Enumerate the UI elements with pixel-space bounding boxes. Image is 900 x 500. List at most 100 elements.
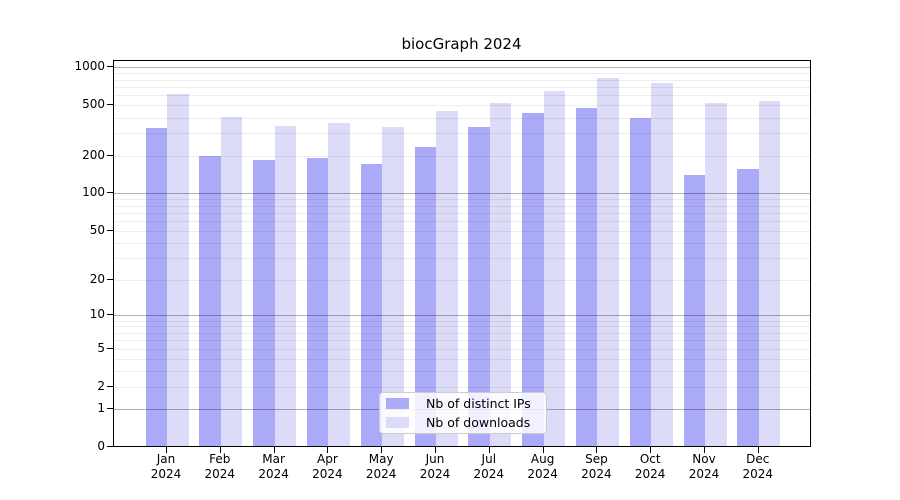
bar-downloads — [167, 94, 189, 446]
gridline-minor — [114, 199, 810, 201]
legend: Nb of distinct IPs Nb of downloads — [379, 392, 547, 434]
bar-downloads — [651, 83, 673, 446]
bar-downloads — [274, 125, 297, 446]
bar-distinct-ips — [522, 113, 544, 446]
grid-layer — [114, 61, 810, 446]
legend-label: Nb of downloads — [426, 414, 531, 430]
legend-item: Nb of distinct IPs — [386, 395, 540, 411]
x-tick-month: Apr — [317, 452, 338, 466]
y-tick-label: 200 — [82, 147, 105, 162]
x-tick-label: Sep 2024 — [564, 452, 628, 482]
gridline-minor — [114, 73, 810, 75]
x-tick-month: Sep — [585, 452, 608, 466]
bar-downloads — [597, 77, 619, 446]
y-tick-mark — [107, 408, 113, 409]
bar-distinct-ips — [468, 126, 490, 446]
x-tick-mark — [166, 447, 167, 453]
bar-distinct-ips — [306, 157, 329, 446]
y-tick-mark — [107, 230, 113, 231]
gridline-minor — [114, 340, 810, 342]
x-tick-mark — [543, 447, 544, 453]
bar-distinct-ips — [629, 117, 652, 446]
gridline-minor — [114, 279, 810, 281]
gridline-minor — [114, 87, 810, 89]
y-tick-label: 2 — [97, 378, 105, 393]
legend-swatch-downloads — [386, 417, 409, 428]
x-tick-label: Dec 2024 — [726, 452, 790, 482]
y-tick-label: 1000 — [74, 59, 105, 74]
y-tick-label: 500 — [82, 97, 105, 112]
x-tick-month: Jun — [425, 452, 445, 466]
x-tick-year: 2024 — [419, 467, 451, 481]
x-tick-month: Jul — [481, 452, 497, 466]
gridline-major — [114, 67, 810, 69]
gridline-minor — [114, 386, 810, 388]
x-tick-month: Nov — [692, 452, 716, 466]
x-tick-mark — [758, 447, 759, 453]
gridline-minor — [114, 332, 810, 334]
y-tick-mark — [107, 104, 113, 105]
gridline-major — [114, 315, 810, 317]
y-tick-label: 5 — [97, 340, 105, 355]
x-tick-month: Dec — [746, 452, 770, 466]
gridline-minor — [114, 95, 810, 97]
bars-layer — [114, 61, 810, 446]
bar-distinct-ips — [199, 155, 221, 446]
gridline-minor — [114, 348, 810, 350]
x-tick-mark — [327, 447, 328, 453]
bar-distinct-ips — [737, 168, 759, 446]
bar-downloads — [220, 116, 243, 446]
bar-distinct-ips — [575, 108, 598, 446]
gridline-minor — [114, 320, 810, 322]
legend-swatch-distinct-ips — [386, 398, 409, 409]
y-tick-mark — [107, 314, 113, 315]
x-tick-year: 2024 — [581, 467, 612, 481]
y-tick-label: 1 — [97, 400, 105, 415]
bar-distinct-ips — [253, 160, 275, 446]
legend-label: Nb of distinct IPs — [426, 395, 531, 411]
x-tick-year: 2024 — [365, 467, 397, 481]
x-tick-year: 2024 — [204, 467, 236, 481]
x-tick-label: Aug 2024 — [511, 452, 575, 482]
y-tick-mark — [107, 386, 113, 387]
gridline-minor — [114, 205, 810, 207]
gridline-minor — [114, 133, 810, 135]
x-tick-mark — [274, 447, 275, 453]
x-tick-label: Feb 2024 — [188, 452, 252, 482]
x-tick-label: Nov 2024 — [672, 452, 736, 482]
bar-downloads — [758, 100, 781, 446]
bar-distinct-ips — [360, 163, 383, 446]
x-tick-month: Feb — [209, 452, 231, 466]
y-tick-mark — [107, 155, 113, 156]
x-tick-mark — [489, 447, 490, 453]
gridline-minor — [114, 155, 810, 157]
y-tick-mark — [107, 66, 113, 67]
x-tick-label: Jun 2024 — [403, 452, 467, 482]
legend-item: Nb of downloads — [386, 414, 540, 430]
bar-downloads — [489, 102, 512, 446]
gridline-minor — [114, 258, 810, 260]
y-tick-label: 50 — [89, 222, 105, 237]
gridline-minor — [114, 105, 810, 107]
x-tick-year: 2024 — [312, 467, 343, 481]
x-tick-label: Jan 2024 — [134, 452, 198, 482]
x-tick-year: 2024 — [742, 467, 774, 481]
x-tick-year: 2024 — [634, 467, 666, 481]
gridline-major — [114, 193, 810, 195]
x-tick-month: Aug — [530, 452, 555, 466]
y-tick-label: 20 — [89, 271, 105, 286]
x-tick-month: Mar — [262, 452, 285, 466]
x-tick-mark — [650, 447, 651, 453]
x-tick-label: Jul 2024 — [457, 452, 521, 482]
y-tick-mark — [107, 279, 113, 280]
x-tick-year: 2024 — [688, 467, 720, 481]
x-tick-month: Oct — [639, 452, 661, 466]
x-tick-year: 2024 — [473, 467, 505, 481]
x-tick-month: Jan — [156, 452, 176, 466]
x-tick-label: May 2024 — [349, 452, 413, 482]
gridline-minor — [114, 212, 810, 214]
x-tick-mark — [220, 447, 221, 453]
bar-downloads — [543, 91, 566, 446]
gridline-minor — [114, 117, 810, 119]
y-tick-mark — [107, 192, 113, 193]
